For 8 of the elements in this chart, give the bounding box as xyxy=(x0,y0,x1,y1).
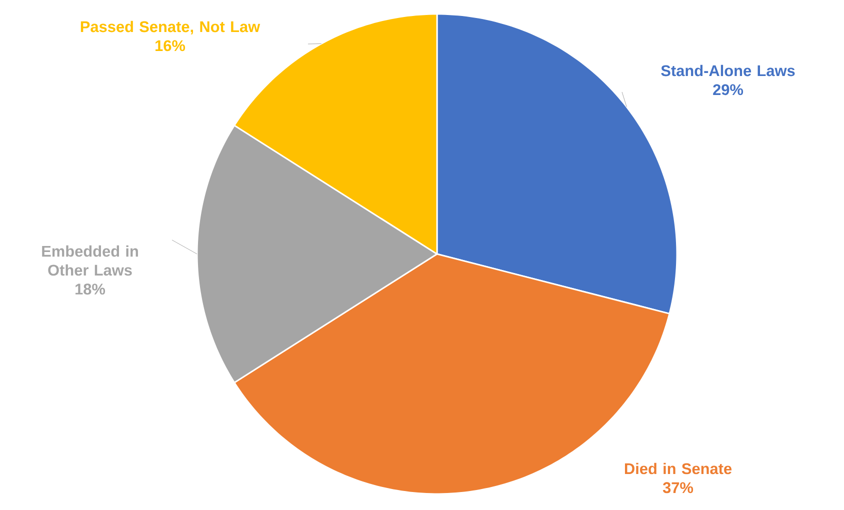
slice-label: Stand-Alone Laws xyxy=(661,64,795,76)
data-label: 37% xyxy=(662,482,694,494)
data-label: 29% xyxy=(713,84,744,96)
slice-label: Died in Senate xyxy=(624,462,732,474)
slice-label: Passed Senate, Not Law xyxy=(80,20,260,34)
data-label: 18% xyxy=(76,284,106,295)
legend-label: Embedded in Other Laws xyxy=(42,245,138,276)
data-label: 16% xyxy=(156,40,186,52)
